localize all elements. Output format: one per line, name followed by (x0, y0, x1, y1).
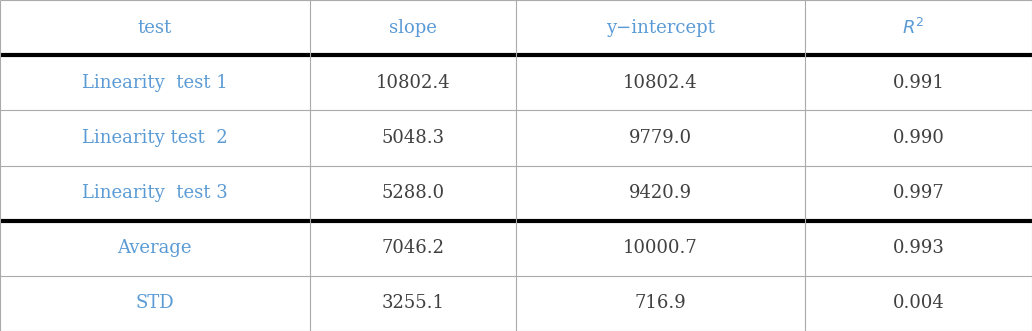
Text: 0.990: 0.990 (893, 129, 944, 147)
Text: y−intercept: y−intercept (606, 19, 715, 37)
Text: 0.993: 0.993 (893, 239, 944, 257)
Text: 3255.1: 3255.1 (381, 294, 445, 312)
Text: $R^{2}$: $R^{2}$ (902, 18, 925, 38)
Text: 10802.4: 10802.4 (376, 74, 450, 92)
Text: slope: slope (389, 19, 437, 37)
Text: 0.004: 0.004 (893, 294, 944, 312)
Text: 10802.4: 10802.4 (623, 74, 698, 92)
Text: 0.997: 0.997 (893, 184, 944, 202)
Text: test: test (137, 19, 172, 37)
Text: 7046.2: 7046.2 (381, 239, 445, 257)
Text: Linearity  test 3: Linearity test 3 (82, 184, 228, 202)
Text: 5048.3: 5048.3 (381, 129, 445, 147)
Text: 9420.9: 9420.9 (628, 184, 692, 202)
Text: 716.9: 716.9 (635, 294, 686, 312)
Text: Average: Average (118, 239, 192, 257)
Text: 5288.0: 5288.0 (381, 184, 445, 202)
Text: 9779.0: 9779.0 (628, 129, 692, 147)
Text: Linearity  test 1: Linearity test 1 (82, 74, 228, 92)
Text: STD: STD (135, 294, 174, 312)
Text: 0.991: 0.991 (893, 74, 944, 92)
Text: Linearity test  2: Linearity test 2 (82, 129, 228, 147)
Text: 10000.7: 10000.7 (623, 239, 698, 257)
